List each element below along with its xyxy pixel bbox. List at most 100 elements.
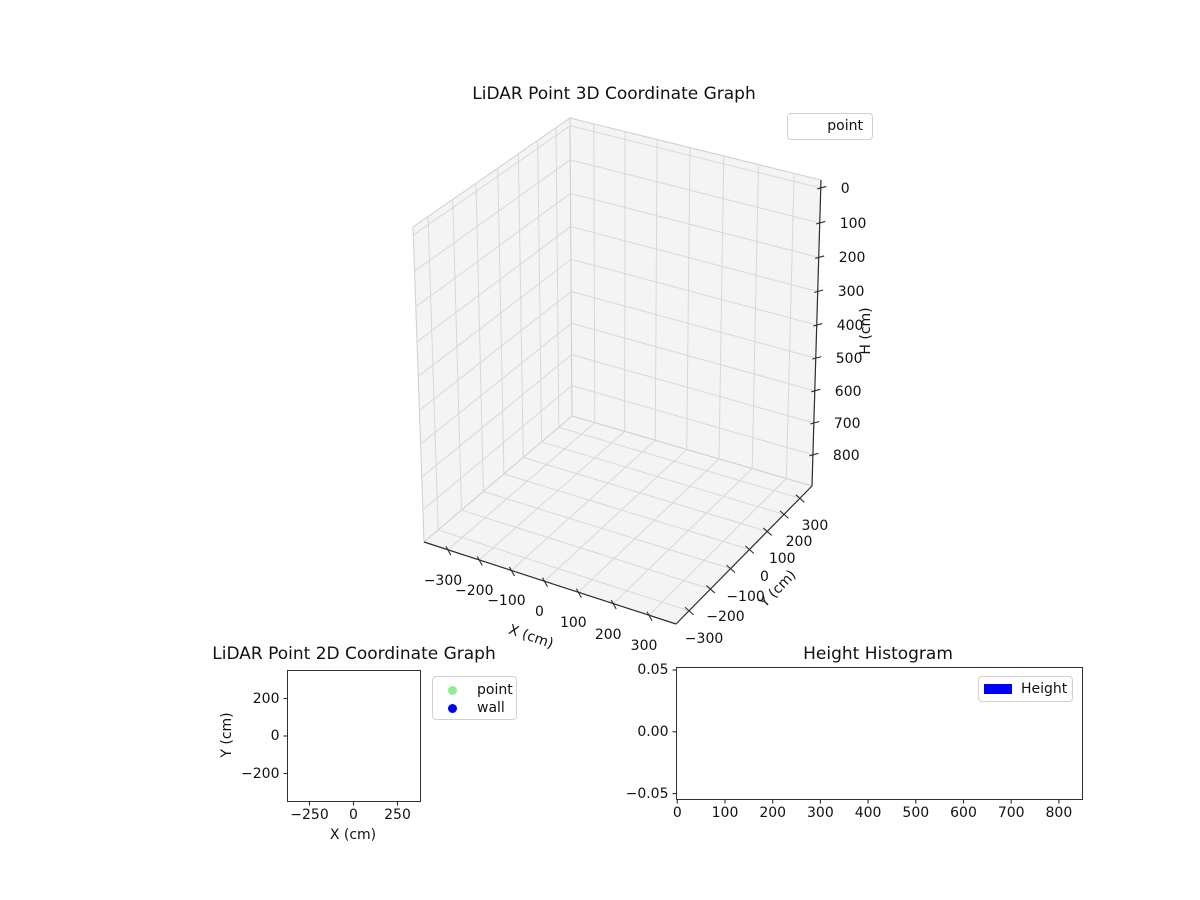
grid-line-z-leftwall <box>421 354 572 478</box>
wall-marker-icon <box>448 703 457 713</box>
z-tick-label-3d: 100 <box>839 215 867 232</box>
grid-line-z-leftwall <box>419 291 572 411</box>
height-bar-swatch-icon <box>984 684 1012 694</box>
x-tick-mark-3d <box>476 556 483 566</box>
z-tick-label-3d: 800 <box>832 447 860 464</box>
grid-line-y-floor <box>503 473 750 550</box>
z-tick-mark-3d <box>816 220 826 225</box>
z-tick-mark-3d <box>811 388 821 393</box>
z-tick-label-3d: 300 <box>837 284 865 301</box>
x-axis-line-3d <box>423 541 677 625</box>
y-tick-label-hist: −0.05 <box>625 785 669 802</box>
x-tick-label-2d: 0 <box>349 806 358 823</box>
grid-line-y-floor <box>523 456 768 532</box>
grid-line-z-rightwall <box>570 258 817 326</box>
z-tick-label-3d: 200 <box>838 250 866 267</box>
hist-legend: Height <box>978 676 1073 702</box>
x-tick-label-hist: 300 <box>807 805 834 821</box>
grid-line-y-leftwall <box>427 216 439 530</box>
y-tick-label-hist: 0.00 <box>637 723 669 740</box>
grid-line-y-leftwall <box>452 199 462 511</box>
x-tick-label-hist: 600 <box>950 805 977 821</box>
grid-line-x-rightwall <box>654 139 658 441</box>
grid-line-x-rightwall <box>686 147 691 450</box>
y-tick-label-2d: 0 <box>270 728 280 744</box>
y-tick-mark-3d <box>779 510 789 519</box>
x-tick-label-3d: −300 <box>423 572 463 589</box>
z-tick-mark-3d <box>817 185 827 190</box>
x-tick-mark-3d <box>541 577 548 587</box>
grid-line-y-floor <box>483 490 731 570</box>
y-tick-mark-3d <box>706 585 716 594</box>
grid-line-y-floor <box>461 509 711 590</box>
x-tick-mark-3d <box>445 546 452 556</box>
plot2d-xaxis-label: X (cm) <box>329 827 377 843</box>
grid-line-z-leftwall <box>422 385 573 511</box>
grid-line-x-floor <box>544 449 688 582</box>
x-tick-label-3d: 100 <box>559 615 587 632</box>
hist-title: Height Histogram <box>803 644 953 664</box>
z-tick-label-3d: 0 <box>840 180 850 197</box>
grid-line-z-leftwall <box>420 322 572 445</box>
grid-line-z-rightwall <box>571 322 815 392</box>
grid-line-x-rightwall <box>785 173 795 479</box>
y-tick-label-3d: 0 <box>759 569 769 586</box>
grid-line-z-leftwall <box>417 258 572 377</box>
x-tick-label-hist: 400 <box>854 805 882 821</box>
x-tick-label-hist: 500 <box>902 805 930 821</box>
grid-line-y-leftwall <box>537 140 543 442</box>
grid-line-y-floor <box>558 426 801 499</box>
y-tick-label-hist: 0.05 <box>637 662 669 679</box>
x-tick-label-hist: 700 <box>997 805 1025 821</box>
grid-line-x-floor <box>612 468 753 604</box>
z-tick-label-3d: 600 <box>834 383 862 400</box>
z-tick-mark-3d <box>813 323 823 327</box>
y-tick-label-3d: 100 <box>768 551 796 568</box>
y-tick-mark-3d <box>726 564 736 574</box>
x-tick-label-2d: −250 <box>290 806 329 823</box>
z-tick-mark-3d <box>809 452 819 457</box>
axes-box-hist <box>676 667 1083 800</box>
grid-line-y-leftwall <box>517 153 524 458</box>
plot2d-yaxis-label: Y (cm) <box>219 712 235 758</box>
grid-line-y-leftwall <box>475 183 484 492</box>
x-tick-label-3d: 300 <box>630 638 658 655</box>
grid-line-x-rightwall <box>593 123 596 423</box>
grid-line-z-leftwall <box>414 159 571 272</box>
grid-line-z-leftwall <box>415 193 571 308</box>
y-tick-label-2d: 200 <box>252 690 280 707</box>
y-tick-mark-3d <box>762 527 773 536</box>
z-tick-mark-3d <box>814 289 824 294</box>
grid-line-z-rightwall <box>571 354 814 424</box>
grid-line-z-rightwall <box>570 192 819 258</box>
axes-box-2d <box>287 670 421 802</box>
y-tick-label-3d: −200 <box>706 609 745 626</box>
x-tick-label-3d: 0 <box>534 604 544 621</box>
grid-line-x-floor <box>511 439 656 571</box>
y-tick-mark-3d <box>745 545 755 554</box>
grid-line-x-floor <box>478 430 625 561</box>
x-tick-mark-3d <box>508 566 515 577</box>
x-tick-label-3d: −200 <box>455 582 494 599</box>
plot2d-legend-label-wall: wall <box>477 700 505 716</box>
grid-line-x-floor <box>578 458 720 593</box>
grid-line-z-rightwall <box>571 291 816 359</box>
x-tick-mark-3d <box>646 611 653 621</box>
grid-line-z-rightwall <box>571 385 814 456</box>
z-tick-mark-3d <box>812 356 822 360</box>
y-tick-mark-3d <box>795 494 805 503</box>
grid-line-z-rightwall <box>570 159 820 224</box>
x-tick-label-hist: 800 <box>1045 805 1073 821</box>
y-tick-label-2d: −200 <box>241 765 280 782</box>
y-axis-line-3d <box>675 485 813 625</box>
grid-line-x-rightwall <box>751 164 759 469</box>
legend-row: point <box>433 681 516 699</box>
z-axis-line-3d <box>811 179 822 487</box>
plot2d-legend: point wall <box>432 676 517 720</box>
z-tick-label-3d: 700 <box>833 416 861 432</box>
y-tick-label-3d: 300 <box>801 518 829 535</box>
y-tick-label-3d: 200 <box>785 534 813 551</box>
grid-line-z-leftwall <box>416 226 572 343</box>
plot3d-legend: point <box>787 113 873 140</box>
